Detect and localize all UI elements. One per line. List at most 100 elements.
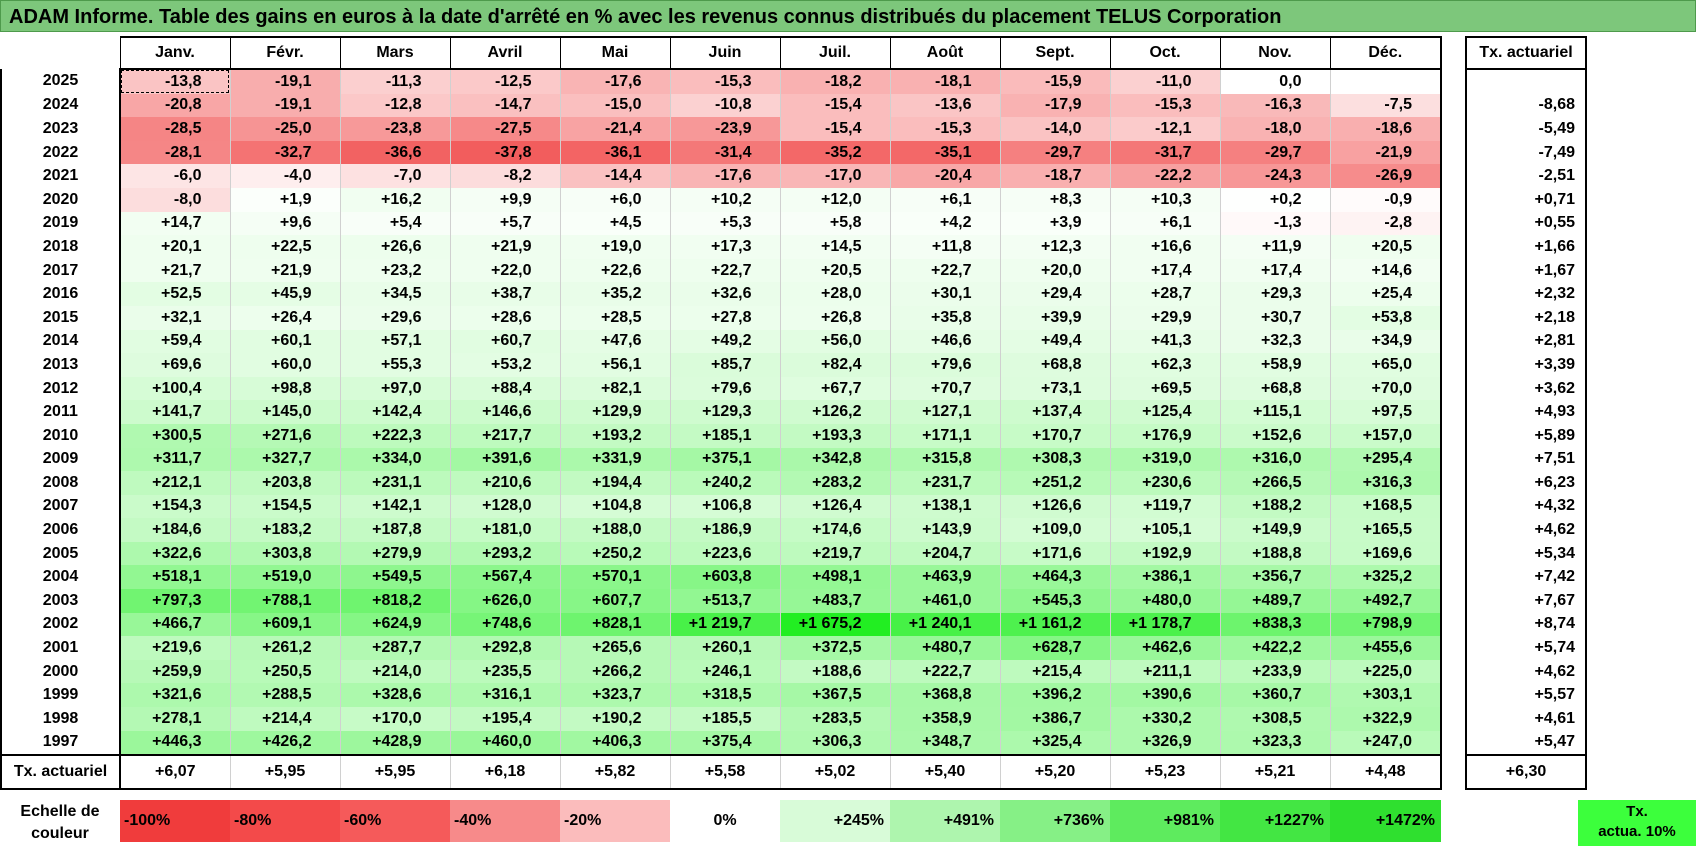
table-row: 2003 +797,3 +788,1 +818,2 +626,0 +607,7 +513,7… — [0, 589, 1587, 613]
value-cell: +193,2 — [559, 423, 670, 448]
value-cell: +246,1 — [669, 659, 780, 684]
value-cell: +222,7 — [889, 659, 1000, 684]
value-cell: -14,7 — [449, 93, 560, 118]
table-row: 2005 +322,6 +303,8 +279,9 +293,2 +250,2 +223,6… — [0, 541, 1587, 566]
value-cell: -14,4 — [559, 164, 670, 188]
value-cell: +12,3 — [999, 235, 1110, 259]
year-cell: 2025 — [0, 69, 121, 94]
value-cell: +463,9 — [889, 565, 1000, 590]
spacer — [1441, 541, 1466, 566]
spacer — [1441, 37, 1466, 69]
table-row: 2023 -28,5 -25,0 -23,8 -27,5 -21,4 -23,9 -15,4-… — [0, 117, 1587, 141]
value-cell: +100,4 — [119, 376, 230, 401]
value-cell: +181,0 — [449, 518, 560, 542]
spacer — [1441, 494, 1466, 519]
actuarial-cell: +5,47 — [1465, 730, 1587, 757]
table-row: 2010 +300,5 +271,6 +222,3 +217,7 +193,2 +185,1… — [0, 423, 1587, 448]
color-scale-label-line1: Echelle de — [20, 803, 100, 820]
spacer — [1441, 730, 1466, 756]
value-cell: +287,7 — [339, 636, 450, 660]
year-cell: 2016 — [0, 282, 121, 306]
value-cell: +1 178,7 — [1109, 612, 1220, 637]
table-body: 2025 -13,8 -19,1 -11,3 -12,5 -17,6 -15,3 -18,2-… — [0, 69, 1587, 757]
year-cell: 2021 — [0, 164, 121, 188]
value-cell: +105,1 — [1109, 518, 1220, 542]
value-cell: -12,5 — [449, 69, 560, 94]
table-row: 2000 +259,9 +250,5 +214,0 +235,5 +266,2 +246,1… — [0, 659, 1587, 684]
value-cell: +85,7 — [669, 353, 780, 377]
value-cell: +5,7 — [449, 211, 560, 236]
year-cell: 2011 — [0, 400, 121, 424]
spacer — [1441, 376, 1466, 401]
actuarial-cell: +8,74 — [1465, 612, 1587, 637]
table-row: 2004 +518,1 +519,0 +549,5 +567,4 +570,1 +603,8… — [0, 565, 1587, 590]
value-cell: -17,9 — [999, 93, 1110, 118]
value-cell: +603,8 — [669, 565, 780, 590]
spacer — [1441, 636, 1466, 660]
value-cell: +20,1 — [119, 235, 230, 259]
value-cell: +828,1 — [559, 612, 670, 637]
year-cell: 2014 — [0, 329, 121, 354]
value-cell: +127,1 — [889, 400, 1000, 424]
value-cell: +219,7 — [779, 541, 890, 566]
value-cell: +126,6 — [999, 494, 1110, 519]
value-cell: +70,7 — [889, 376, 1000, 401]
value-cell: -36,6 — [339, 140, 450, 165]
value-cell: -28,5 — [119, 117, 230, 141]
value-cell: +32,6 — [669, 282, 780, 306]
value-cell: +624,9 — [339, 612, 450, 637]
actuarial-cell: +7,51 — [1465, 447, 1587, 472]
value-cell: +446,3 — [119, 730, 230, 757]
value-cell: +0,2 — [1219, 187, 1330, 212]
value-cell: +211,1 — [1109, 659, 1220, 684]
value-cell: +203,8 — [229, 471, 340, 495]
value-cell: +426,2 — [229, 730, 340, 757]
value-cell: +788,1 — [229, 589, 340, 613]
value-cell: +348,7 — [889, 730, 1000, 757]
footer-row: Tx. actuariel +6,07 +5,95 +5,95 +6,18 +5… — [0, 754, 1587, 791]
spacer — [1441, 329, 1466, 354]
value-cell: +748,6 — [449, 612, 560, 637]
value-cell: +171,6 — [999, 541, 1110, 566]
value-cell: +368,8 — [889, 683, 1000, 708]
value-cell: +390,6 — [1109, 683, 1220, 708]
value-cell: +69,5 — [1109, 376, 1220, 401]
value-cell: +126,4 — [779, 494, 890, 519]
spacer — [1441, 93, 1466, 118]
value-cell: +28,6 — [449, 305, 560, 330]
value-cell: +464,3 — [999, 565, 1110, 590]
value-cell: +20,5 — [1329, 235, 1442, 259]
value-cell: +607,7 — [559, 589, 670, 613]
value-cell: +67,7 — [779, 376, 890, 401]
value-cell: +20,0 — [999, 258, 1110, 283]
year-cell: 2010 — [0, 423, 121, 448]
value-cell: +29,9 — [1109, 305, 1220, 330]
value-cell: -18,0 — [1219, 117, 1330, 141]
value-cell: +35,8 — [889, 305, 1000, 330]
value-cell: +367,5 — [779, 683, 890, 708]
gains-table: Janv. Févr. Mars Avril Mai Juin Juil. Ao… — [0, 36, 1587, 791]
value-cell: +26,6 — [339, 235, 450, 259]
year-cell: 2019 — [0, 211, 121, 236]
month-header: Janv. — [119, 36, 230, 70]
value-cell: +5,8 — [779, 211, 890, 236]
actuarial-cell: +4,32 — [1465, 494, 1587, 519]
actuarial-cell: +4,62 — [1465, 659, 1587, 684]
value-cell: +142,1 — [339, 494, 450, 519]
spacer — [1441, 423, 1466, 448]
value-cell: +303,8 — [229, 541, 340, 566]
value-cell: -6,0 — [119, 164, 230, 188]
value-cell: +29,4 — [999, 282, 1110, 306]
value-cell: +188,8 — [1219, 541, 1330, 566]
value-cell: +30,1 — [889, 282, 1000, 306]
spacer — [1441, 305, 1466, 330]
table-row: 2002 +466,7 +609,1 +624,9 +748,6 +828,1 +1 219… — [0, 612, 1587, 637]
value-cell: +128,0 — [449, 494, 560, 519]
value-cell: -15,0 — [559, 93, 670, 118]
table-row: 2012 +100,4 +98,8 +97,0 +88,4 +82,1 +79,6 +67,7… — [0, 376, 1587, 401]
value-cell: +428,9 — [339, 730, 450, 757]
actuarial-cell: +2,18 — [1465, 305, 1587, 330]
year-cell: 2001 — [0, 636, 121, 660]
value-cell: +157,0 — [1329, 423, 1442, 448]
value-cell: +79,6 — [889, 353, 1000, 377]
